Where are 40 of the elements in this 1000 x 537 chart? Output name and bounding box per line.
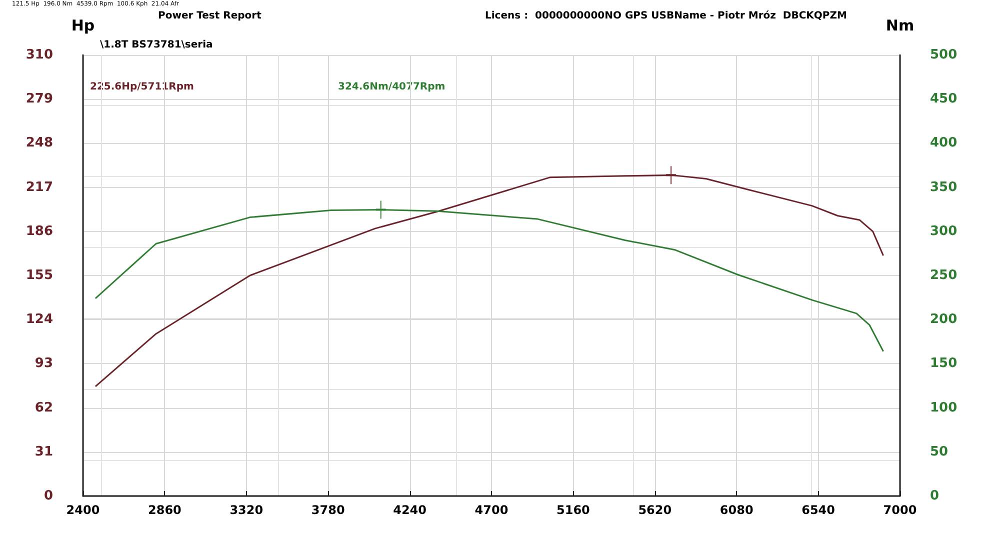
y2-tick-label: 250 [930,268,958,283]
y-tick-label: 310 [26,48,53,62]
y2-tick-label: 300 [930,224,958,239]
x-tick-label: 2400 [66,503,100,517]
y-tick-label: 217 [26,180,53,195]
y-tick-label: 186 [26,224,53,239]
y2-tick-label: 400 [930,136,958,151]
y2-tick-label: 150 [930,356,958,372]
y-tick-label: 248 [26,136,53,151]
y2-tick-label: 350 [930,180,958,195]
y-tick-label: 155 [26,268,53,283]
chart-title: Power Test Report [158,10,262,22]
x-tick-label: 2860 [148,503,182,517]
x-tick-label: 5620 [638,503,672,517]
y2-axis-title: Nm [886,16,914,34]
y-tick-label: 62 [34,400,53,416]
x-tick-label: 4700 [474,503,508,517]
x-tick-label: 4240 [393,503,427,517]
y2-tick-label: 450 [930,92,958,107]
annotation: 324.6Nm/4077Rpm [338,82,446,92]
chart-subtitle: \1.8T BS73781\seria [100,40,213,50]
x-tick-label: 5160 [556,503,590,517]
y2-tick-label: 500 [930,48,958,62]
text: Licens : 0000000000NO GPS USBName - Piotr Mróz DBCKQPZM [485,10,847,22]
y-axis-title: Hp [71,16,95,34]
annotation: 225.6Hp/5711Rpm [90,82,194,92]
y2-tick-label: 50 [930,444,948,460]
x-tick-label: 6540 [802,503,836,517]
x-tick-label: 7000 [883,503,917,517]
y-tick-label: 93 [34,356,53,372]
y-tick-label: 31 [34,444,53,460]
x-tick-label: 6080 [720,503,754,517]
x-tick-label: 3780 [311,503,345,517]
x-tick-label: 3320 [230,503,264,517]
y2-tick-label: 200 [930,312,958,328]
y-tick-label: 124 [26,312,53,328]
y-tick-label: 279 [26,92,53,107]
y-tick-label: 0 [44,488,53,504]
y2-tick-label: 100 [930,400,958,416]
y2-tick-label: 0 [930,488,940,504]
